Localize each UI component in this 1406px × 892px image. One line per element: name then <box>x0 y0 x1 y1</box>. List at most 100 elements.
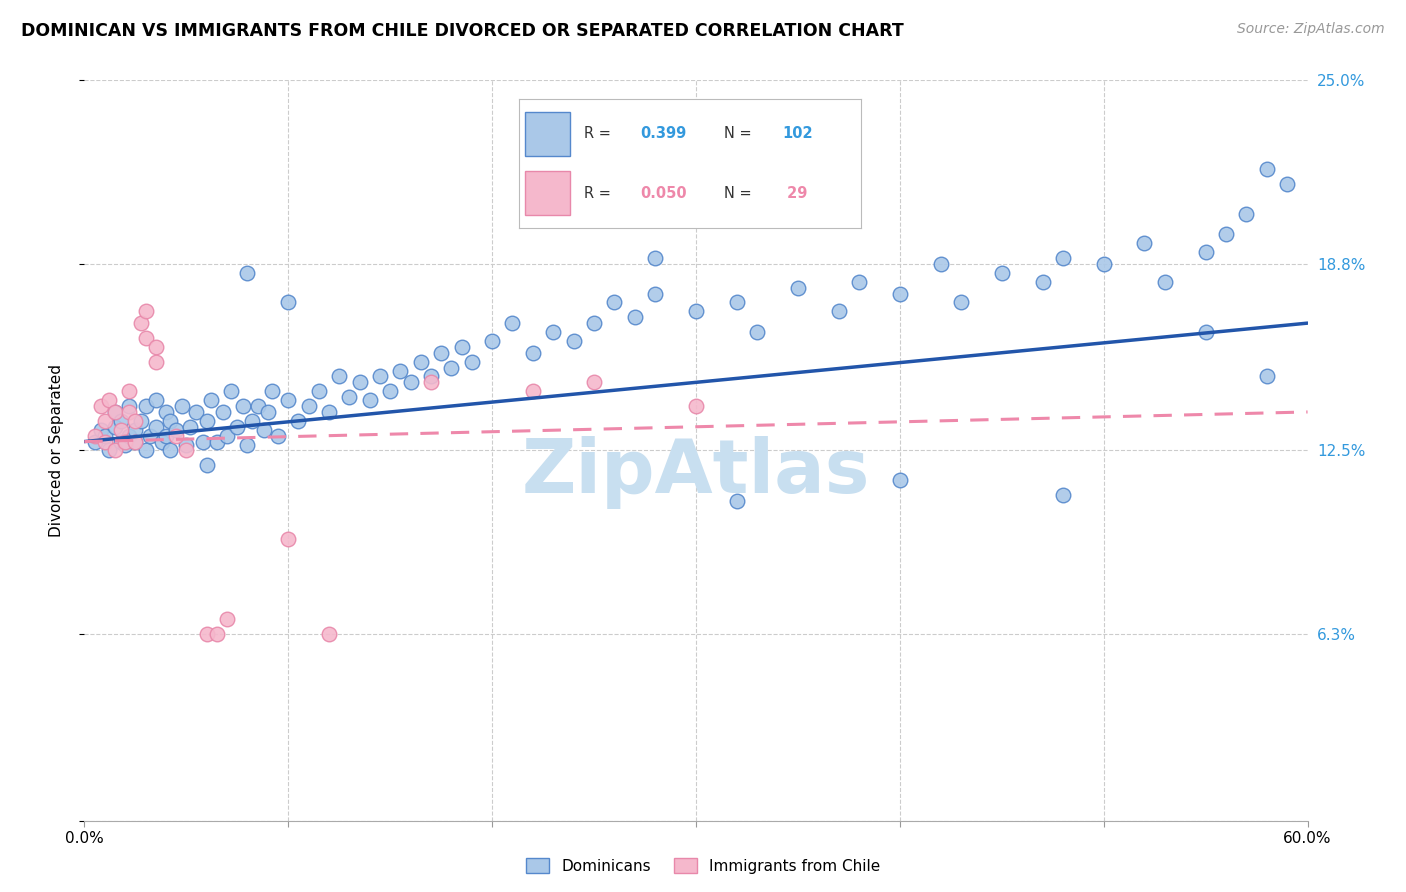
Point <box>135 304 157 318</box>
Point <box>889 473 911 487</box>
Point <box>150 434 173 449</box>
Point <box>950 295 973 310</box>
Point <box>110 423 132 437</box>
Point <box>138 428 160 442</box>
Point <box>1256 369 1278 384</box>
Point <box>889 286 911 301</box>
Point <box>1236 206 1258 220</box>
Point <box>644 286 666 301</box>
Point <box>725 295 748 310</box>
Point <box>440 360 463 375</box>
Point <box>747 325 769 339</box>
Point <box>205 434 228 449</box>
Legend: Dominicans, Immigrants from Chile: Dominicans, Immigrants from Chile <box>520 852 886 880</box>
Point <box>368 369 391 384</box>
Point <box>90 423 112 437</box>
Point <box>97 393 120 408</box>
Point <box>287 414 309 428</box>
Point <box>155 428 177 442</box>
Point <box>83 434 105 449</box>
Point <box>195 414 218 428</box>
Point <box>114 437 136 451</box>
Point <box>236 266 259 280</box>
Point <box>624 310 647 325</box>
Point <box>349 376 371 390</box>
Point <box>399 376 422 390</box>
Point <box>174 437 197 451</box>
Point <box>848 275 870 289</box>
Point <box>1133 236 1156 251</box>
Point <box>929 257 952 271</box>
Point <box>583 376 606 390</box>
Point <box>217 428 239 442</box>
Point <box>277 295 299 310</box>
Point <box>1032 275 1054 289</box>
Point <box>155 405 177 419</box>
Point <box>195 627 218 641</box>
Point <box>131 414 153 428</box>
Point <box>1215 227 1237 242</box>
Point <box>124 434 146 449</box>
Point <box>603 295 626 310</box>
Point <box>236 437 259 451</box>
Point <box>409 354 432 368</box>
Point <box>562 334 585 348</box>
Point <box>1154 275 1177 289</box>
Point <box>502 316 524 330</box>
Point <box>318 627 340 641</box>
Point <box>1195 325 1218 339</box>
Point <box>145 419 167 434</box>
Text: Source: ZipAtlas.com: Source: ZipAtlas.com <box>1237 22 1385 37</box>
Point <box>165 428 187 442</box>
Point <box>1052 251 1074 265</box>
Point <box>450 340 472 354</box>
Point <box>83 428 105 442</box>
Point <box>131 316 153 330</box>
Point <box>165 423 187 437</box>
Point <box>359 393 381 408</box>
Point <box>543 325 565 339</box>
Text: ZipAtlas: ZipAtlas <box>522 436 870 509</box>
Point <box>644 251 666 265</box>
Point <box>93 414 115 428</box>
Point <box>104 443 127 458</box>
Point <box>186 405 208 419</box>
Point <box>1052 488 1074 502</box>
Point <box>420 376 443 390</box>
Point <box>124 414 146 428</box>
Point <box>200 393 222 408</box>
Point <box>481 334 503 348</box>
Point <box>253 423 276 437</box>
Point <box>240 414 263 428</box>
Point <box>145 340 167 354</box>
Point <box>93 428 115 442</box>
Point <box>246 399 269 413</box>
Y-axis label: Divorced or Separated: Divorced or Separated <box>49 364 63 537</box>
Point <box>522 345 544 359</box>
Point <box>522 384 544 399</box>
Point <box>135 443 157 458</box>
Point <box>135 331 157 345</box>
Point <box>124 434 146 449</box>
Point <box>104 405 127 419</box>
Point <box>110 434 132 449</box>
Point <box>828 304 851 318</box>
Point <box>1277 177 1299 191</box>
Point <box>104 419 127 434</box>
Point <box>267 428 290 442</box>
Point <box>1092 257 1115 271</box>
Point <box>124 423 146 437</box>
Point <box>93 434 115 449</box>
Point <box>461 354 484 368</box>
Point <box>339 390 361 404</box>
Point <box>135 399 157 413</box>
Point <box>104 405 127 419</box>
Point <box>110 414 132 428</box>
Point <box>318 405 340 419</box>
Point <box>174 443 197 458</box>
Point <box>583 316 606 330</box>
Point <box>277 533 299 547</box>
Point <box>260 384 283 399</box>
Point <box>1195 245 1218 260</box>
Point <box>97 443 120 458</box>
